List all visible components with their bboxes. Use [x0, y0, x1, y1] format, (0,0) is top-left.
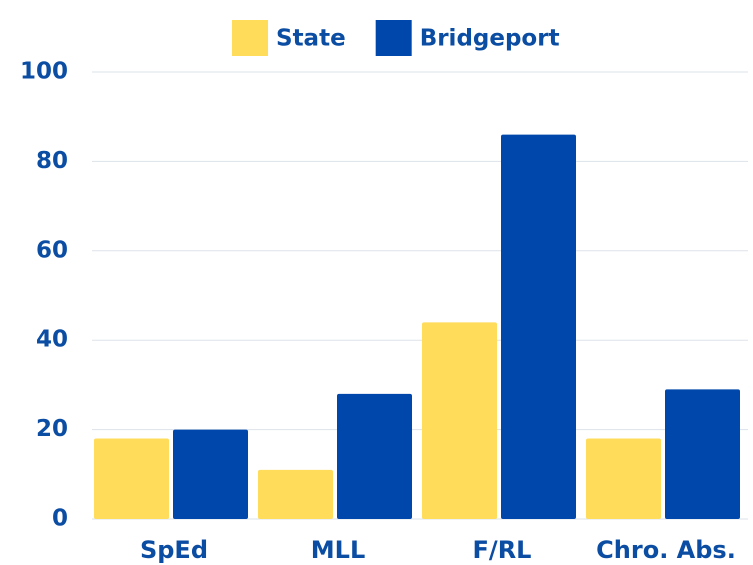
y-tick-label: 40 [36, 327, 68, 353]
y-tick-label: 80 [36, 148, 68, 174]
bar [422, 322, 497, 519]
legend-label: State [276, 26, 346, 52]
y-tick-label: 100 [20, 59, 68, 85]
legend-swatch [375, 20, 412, 56]
x-tick-label: SpEd [140, 536, 208, 564]
bar [665, 389, 740, 519]
bar [258, 469, 333, 519]
bar [501, 134, 576, 519]
bar [173, 429, 248, 519]
x-tick-label: MLL [311, 536, 365, 564]
y-tick-label: 0 [52, 506, 68, 532]
y-tick-label: 20 [36, 416, 68, 442]
bar [337, 393, 412, 519]
legend-label: Bridgeport [420, 26, 560, 52]
x-tick-label: F/RL [473, 536, 532, 564]
y-tick-label: 60 [36, 237, 68, 263]
x-tick-label: Chro. Abs. [596, 536, 736, 564]
bar [94, 438, 169, 519]
bar [586, 438, 661, 519]
legend-swatch [232, 20, 268, 56]
